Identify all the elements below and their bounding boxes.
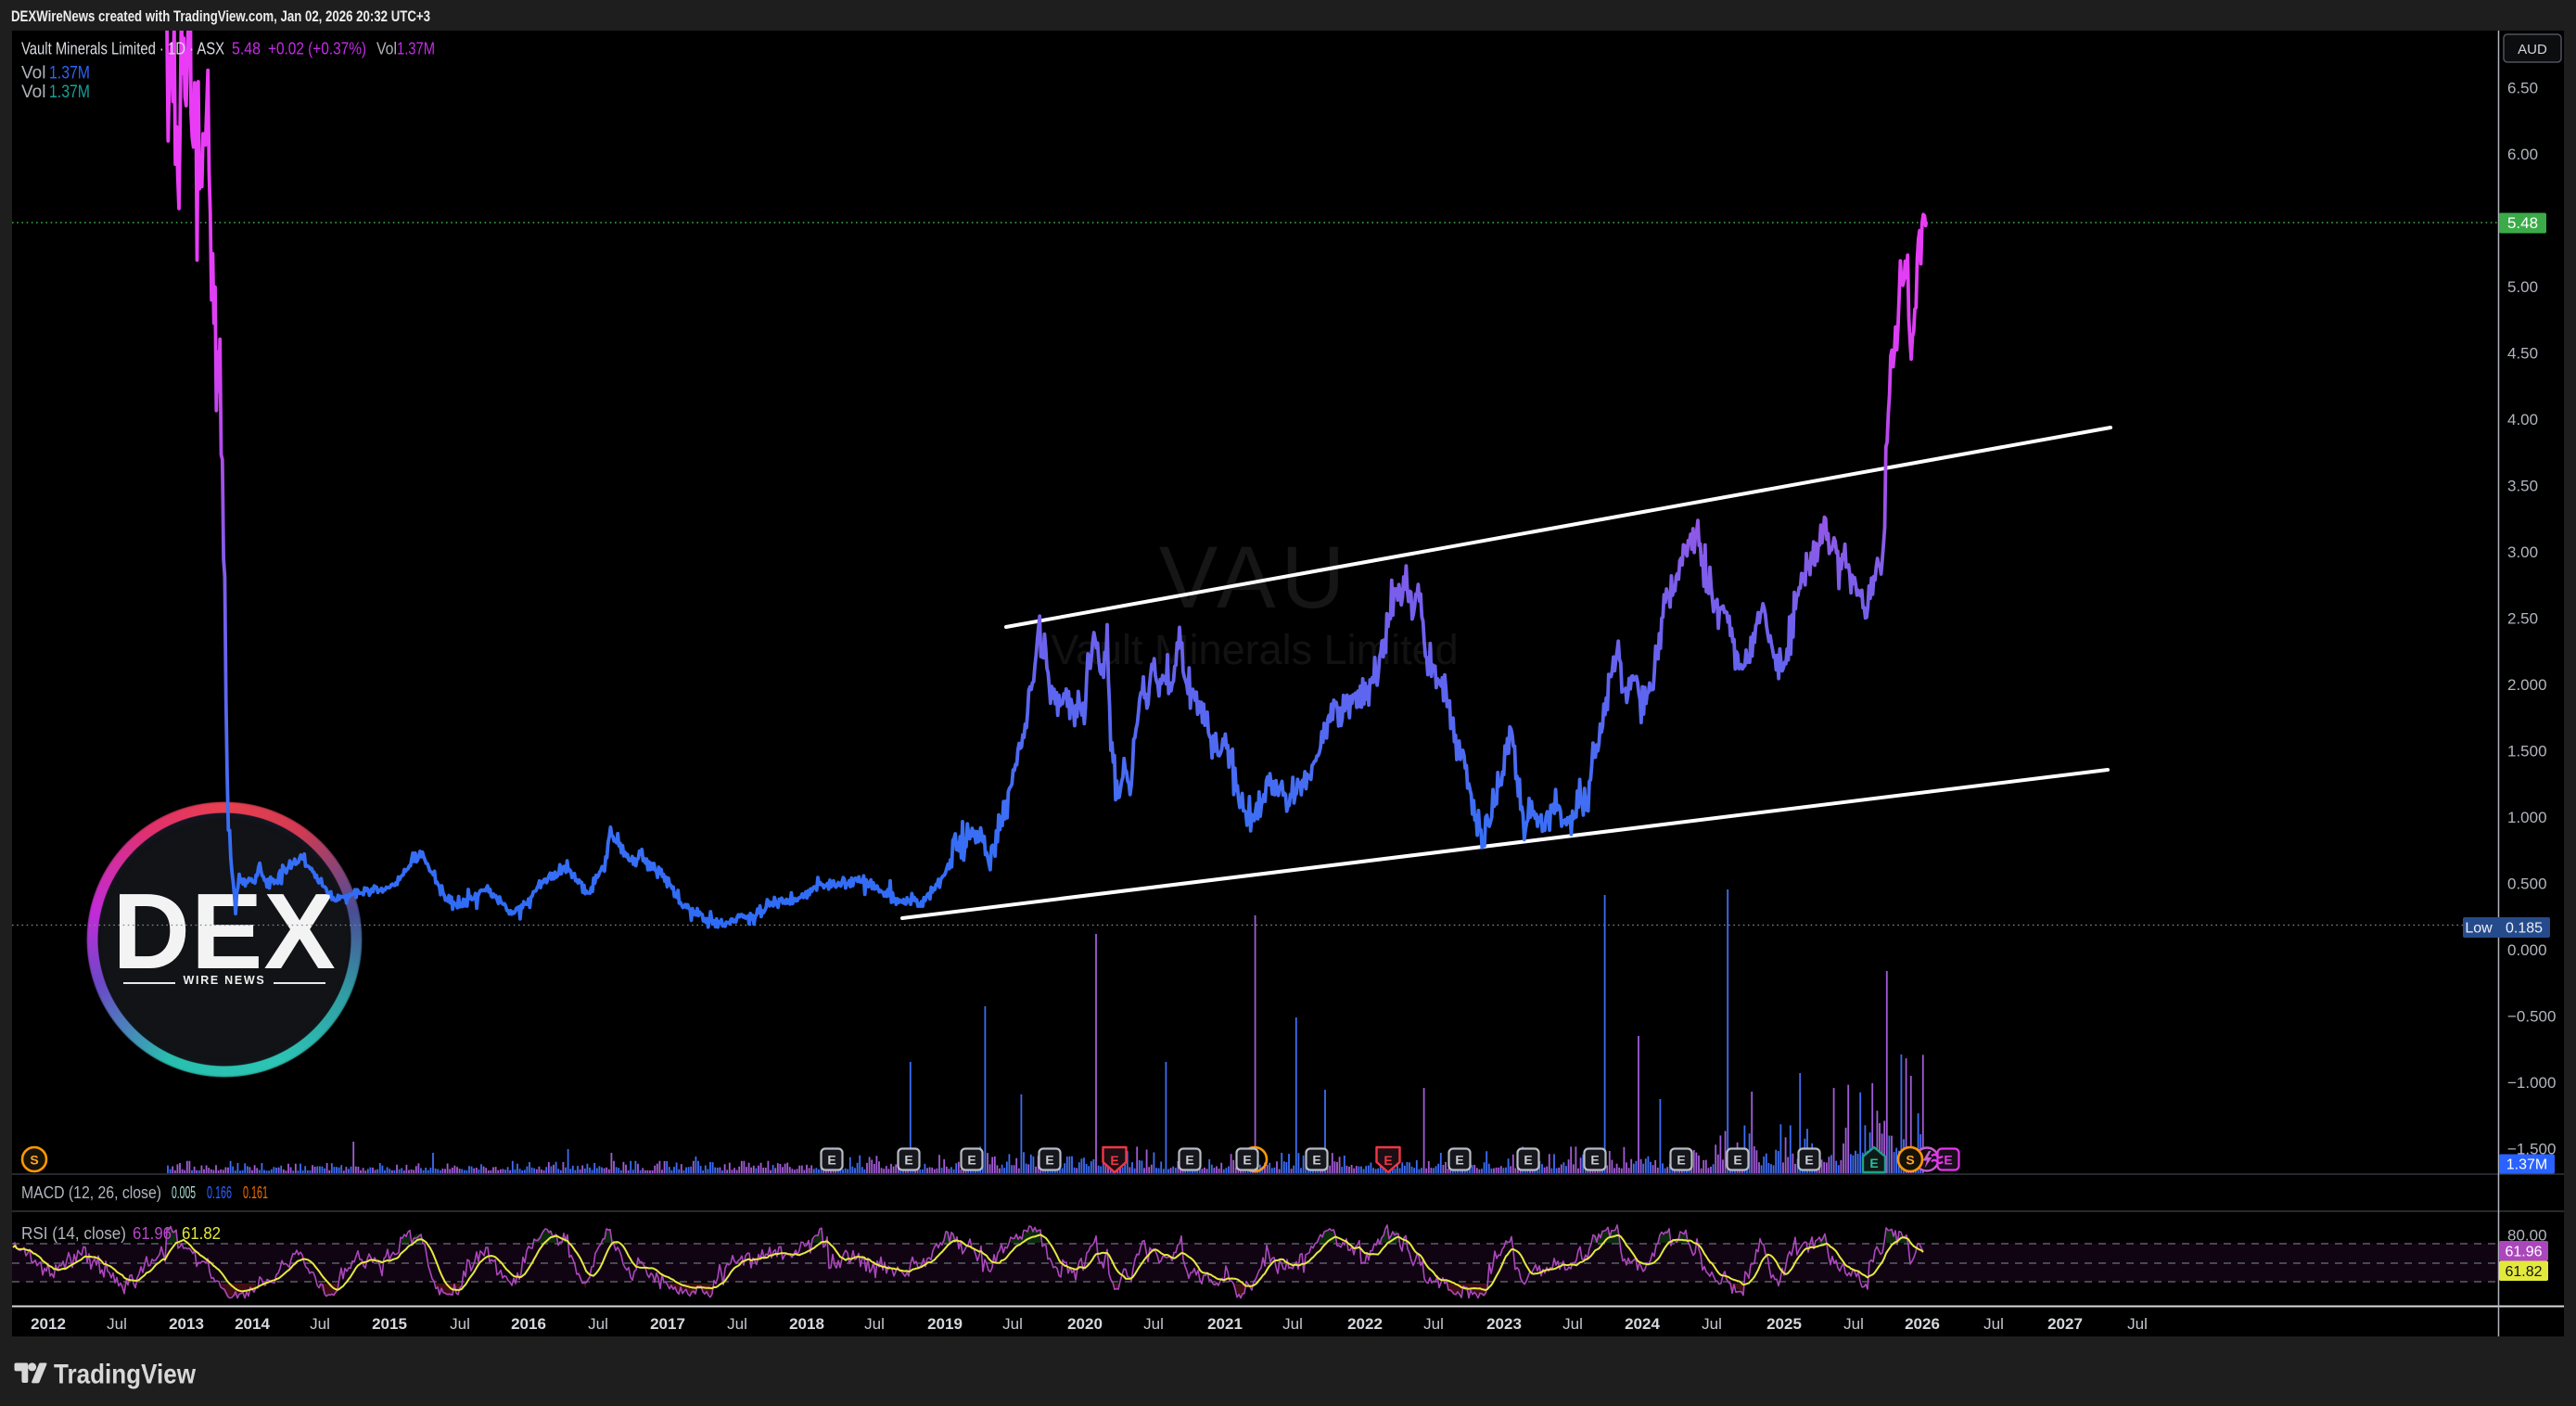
svg-text:E: E [1110, 1153, 1118, 1168]
svg-text:Jul: Jul [1282, 1315, 1303, 1333]
svg-text:1.500: 1.500 [2507, 743, 2547, 761]
svg-text:1.37M: 1.37M [397, 40, 435, 58]
svg-text:Jul: Jul [1983, 1315, 2004, 1333]
svg-text:0.000: 0.000 [2507, 941, 2547, 959]
svg-text:Jul: Jul [864, 1315, 885, 1333]
svg-text:2012: 2012 [31, 1315, 66, 1333]
svg-text:E: E [1185, 1153, 1193, 1168]
svg-text:E: E [1590, 1153, 1599, 1168]
svg-text:2013: 2013 [169, 1315, 204, 1333]
svg-text:E: E [1944, 1153, 1952, 1168]
svg-text:Jul: Jul [1843, 1315, 1864, 1333]
svg-text:E: E [1384, 1153, 1392, 1168]
svg-text:2015: 2015 [372, 1315, 407, 1333]
svg-text:S: S [30, 1153, 38, 1168]
svg-text:E: E [827, 1153, 835, 1168]
svg-text:Jul: Jul [1702, 1315, 1722, 1333]
svg-text:4.50: 4.50 [2507, 345, 2538, 363]
svg-text:Vault Minerals Limited · 1D ·: Vault Minerals Limited · 1D · ASX [21, 40, 224, 58]
svg-text:E: E [1312, 1153, 1320, 1168]
svg-text:2014: 2014 [235, 1315, 270, 1333]
svg-text:Vol: Vol [21, 83, 45, 102]
svg-text:Jul: Jul [1143, 1315, 1164, 1333]
svg-text:2.50: 2.50 [2507, 610, 2538, 628]
svg-text:Vault Minerals Limited: Vault Minerals Limited [1051, 626, 1458, 673]
svg-text:5.48: 5.48 [232, 40, 261, 58]
svg-text:3.00: 3.00 [2507, 543, 2538, 561]
svg-text:Jul: Jul [1562, 1315, 1583, 1333]
svg-text:Jul: Jul [727, 1315, 747, 1333]
svg-text:RSI (14, close): RSI (14, close) [21, 1224, 126, 1243]
svg-text:0.005: 0.005 [172, 1183, 196, 1202]
svg-text:Jul: Jul [1002, 1315, 1023, 1333]
svg-text:5.48: 5.48 [2507, 214, 2538, 232]
svg-text:4.00: 4.00 [2507, 411, 2538, 428]
svg-text:−0.500: −0.500 [2507, 1008, 2556, 1026]
svg-text:61.96: 61.96 [133, 1224, 172, 1243]
svg-text:2021: 2021 [1207, 1315, 1243, 1333]
svg-text:Jul: Jul [450, 1315, 470, 1333]
svg-text:2.000: 2.000 [2507, 676, 2547, 694]
svg-text:Low: Low [2465, 921, 2493, 937]
svg-text:5.00: 5.00 [2507, 278, 2538, 296]
svg-text:E: E [1733, 1153, 1741, 1168]
svg-text:DEXWireNews created with Tradi: DEXWireNews created with TradingView.com… [11, 7, 430, 25]
svg-text:E: E [904, 1153, 912, 1168]
svg-text:2018: 2018 [789, 1315, 824, 1333]
svg-text:2027: 2027 [2047, 1315, 2083, 1333]
svg-text:E: E [1677, 1153, 1685, 1168]
svg-text:Vol: Vol [21, 64, 45, 83]
svg-text:3.50: 3.50 [2507, 478, 2538, 495]
svg-text:61.82: 61.82 [2505, 1264, 2542, 1280]
svg-text:0.161: 0.161 [243, 1183, 268, 1202]
svg-text:E: E [1243, 1153, 1251, 1168]
svg-text:2024: 2024 [1625, 1315, 1660, 1333]
svg-text:MACD (12, 26, close): MACD (12, 26, close) [21, 1183, 161, 1202]
svg-text:6.50: 6.50 [2507, 80, 2538, 97]
svg-text:1.000: 1.000 [2507, 809, 2547, 826]
svg-text:2026: 2026 [1905, 1315, 1940, 1333]
svg-text:Jul: Jul [107, 1315, 127, 1333]
svg-text:S: S [1906, 1153, 1914, 1168]
svg-text:2022: 2022 [1347, 1315, 1383, 1333]
svg-text:1.37M: 1.37M [49, 64, 90, 83]
svg-text:1.37M: 1.37M [2506, 1157, 2547, 1173]
svg-text:61.96: 61.96 [2505, 1245, 2542, 1260]
svg-text:Jul: Jul [588, 1315, 608, 1333]
svg-text:2025: 2025 [1766, 1315, 1802, 1333]
svg-text:E: E [1869, 1156, 1878, 1170]
svg-text:E: E [1524, 1153, 1532, 1168]
svg-text:1.37M: 1.37M [49, 83, 90, 102]
svg-text:Vol: Vol [376, 40, 397, 58]
svg-text:E: E [1455, 1153, 1463, 1168]
svg-text:−1.500: −1.500 [2507, 1141, 2556, 1158]
svg-text:−1.000: −1.000 [2507, 1074, 2556, 1092]
svg-text:2017: 2017 [650, 1315, 685, 1333]
svg-text:TradingView: TradingView [54, 1360, 197, 1390]
svg-text:E: E [1045, 1153, 1053, 1168]
svg-text:61.82: 61.82 [182, 1224, 221, 1243]
svg-text:+0.02 (+0.37%): +0.02 (+0.37%) [268, 40, 366, 58]
svg-text:Jul: Jul [310, 1315, 330, 1333]
svg-text:2016: 2016 [511, 1315, 546, 1333]
svg-text:VAU: VAU [1159, 529, 1350, 627]
svg-text:0.166: 0.166 [207, 1183, 232, 1202]
svg-text:6.00: 6.00 [2507, 146, 2538, 163]
svg-text:AUD: AUD [2518, 42, 2547, 58]
svg-text:E: E [967, 1153, 976, 1168]
svg-text:2019: 2019 [927, 1315, 963, 1333]
svg-text:2023: 2023 [1486, 1315, 1522, 1333]
svg-text:Jul: Jul [1423, 1315, 1444, 1333]
svg-text:0.500: 0.500 [2507, 876, 2547, 893]
svg-text:0.185: 0.185 [2506, 921, 2543, 937]
svg-text:Jul: Jul [2127, 1315, 2148, 1333]
svg-text:80.00: 80.00 [2507, 1227, 2547, 1245]
svg-text:2020: 2020 [1067, 1315, 1103, 1333]
svg-text:E: E [1804, 1153, 1813, 1168]
